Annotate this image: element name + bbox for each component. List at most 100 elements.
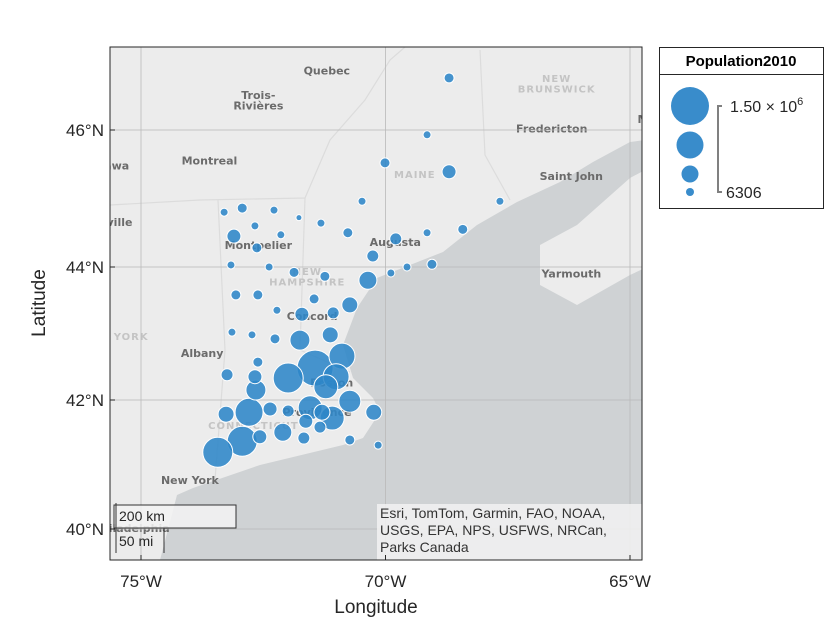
- bubble[interactable]: [422, 130, 432, 140]
- basemap-label: BRUNSWICK: [518, 84, 596, 95]
- bubble[interactable]: [247, 369, 263, 385]
- bubble[interactable]: [288, 266, 300, 278]
- bubble[interactable]: [219, 207, 229, 217]
- bubble[interactable]: [252, 289, 264, 301]
- bubble[interactable]: [230, 289, 242, 301]
- bubble[interactable]: [281, 404, 295, 418]
- map-frame: [109, 46, 643, 561]
- bubble[interactable]: [226, 228, 242, 244]
- y-tick-label: 46°N: [66, 121, 104, 140]
- bubble[interactable]: [341, 296, 359, 314]
- bubble[interactable]: [217, 405, 235, 423]
- tick-labels: 75°W 70°W 65°W 46°N 44°N 42°N 40°N: [66, 121, 651, 591]
- bubble[interactable]: [247, 330, 257, 340]
- basemap-label: Brockville: [71, 216, 132, 229]
- border-line: [110, 47, 406, 206]
- bubble[interactable]: [295, 214, 303, 222]
- bubble[interactable]: [269, 205, 279, 215]
- map-area[interactable]: Quebec Trois-Rivières Montreal Ottawa Brockv…: [71, 47, 691, 560]
- bubble[interactable]: [236, 202, 248, 214]
- legend-bubble: [676, 131, 704, 159]
- basemap-label: CONNECTICUT: [208, 421, 299, 432]
- basemap-label: Albany: [181, 347, 224, 360]
- bubble[interactable]: [316, 218, 326, 228]
- bubble[interactable]: [365, 403, 383, 421]
- bubble[interactable]: [272, 305, 282, 315]
- legend-max-label: 1.50 × 106: [730, 96, 803, 116]
- attribution-line: Parks Canada: [380, 539, 469, 555]
- legend-range-bracket: [717, 105, 722, 193]
- bubble[interactable]: [297, 431, 311, 445]
- basemap-label: Yarmouth: [540, 268, 601, 281]
- basemap-label: Saint John: [540, 170, 603, 183]
- basemap-label: NEW: [542, 74, 571, 85]
- basemap-label: Fredericton: [516, 123, 587, 136]
- bubble[interactable]: [272, 362, 304, 394]
- bubble[interactable]: [402, 262, 412, 272]
- bubble[interactable]: [321, 326, 339, 344]
- bubble[interactable]: [319, 270, 331, 282]
- bubble[interactable]: [366, 249, 380, 263]
- y-tick-label: 42°N: [66, 391, 104, 410]
- bubble[interactable]: [202, 436, 234, 468]
- bubble[interactable]: [252, 356, 264, 368]
- bubble[interactable]: [373, 440, 383, 450]
- bubble[interactable]: [234, 397, 264, 427]
- bubble[interactable]: [379, 157, 391, 169]
- bubble[interactable]: [250, 221, 260, 231]
- basemap-label: NEW: [293, 267, 322, 278]
- basemap-label: Rivières: [233, 99, 284, 112]
- bubble[interactable]: [289, 329, 311, 351]
- bubble[interactable]: [269, 333, 281, 345]
- basemap-label: HAMPSHIRE: [269, 278, 345, 289]
- bubble[interactable]: [294, 306, 310, 322]
- bubble[interactable]: [338, 389, 362, 413]
- basemap-label: New York: [161, 474, 220, 487]
- bubble[interactable]: [298, 413, 314, 429]
- bubble[interactable]: [457, 223, 469, 235]
- scale-bar: 200 km 50 mi: [113, 503, 237, 553]
- bubble[interactable]: [386, 268, 396, 278]
- bubble[interactable]: [262, 401, 278, 417]
- legend-bubble: [686, 188, 694, 196]
- bubble[interactable]: [422, 228, 432, 238]
- basemap-label: Quebec: [304, 65, 351, 78]
- bubble[interactable]: [389, 232, 403, 246]
- bubble[interactable]: [313, 420, 327, 434]
- x-tick-label: 75°W: [120, 572, 162, 591]
- scale-km-label: 200 km: [119, 508, 165, 524]
- legend-min-label: 6306: [726, 185, 762, 202]
- bubble[interactable]: [441, 164, 457, 180]
- basemap-label: Ottawa: [84, 160, 129, 173]
- x-tick-label: 70°W: [365, 572, 407, 591]
- bubble[interactable]: [426, 258, 438, 270]
- border-line: [214, 199, 226, 481]
- bubble[interactable]: [220, 368, 234, 382]
- bubble[interactable]: [358, 270, 378, 290]
- bubble[interactable]: [252, 429, 268, 445]
- bubble[interactable]: [357, 196, 367, 206]
- bubble[interactable]: [313, 374, 339, 400]
- y-tick-label: 40°N: [66, 520, 104, 539]
- bubble[interactable]: [443, 72, 455, 84]
- grid: [110, 47, 642, 560]
- attribution-line: USGS, EPA, NPS, USFWS, NRCan,: [380, 522, 607, 538]
- x-tick-label: 65°W: [609, 572, 651, 591]
- bubble[interactable]: [251, 242, 263, 254]
- bubble[interactable]: [226, 260, 236, 270]
- attribution-line: Esri, TomTom, Garmin, FAO, NOAA,: [380, 505, 605, 521]
- bubble[interactable]: [313, 403, 331, 421]
- bubble[interactable]: [342, 227, 354, 239]
- x-axis-label: Longitude: [334, 597, 417, 618]
- bubble[interactable]: [227, 327, 237, 337]
- bubble[interactable]: [495, 196, 505, 206]
- bubble[interactable]: [344, 434, 356, 446]
- basemap-label: Trois-: [241, 89, 275, 102]
- size-legend: Population2010 1.50 × 106 6306: [659, 47, 824, 209]
- bubble[interactable]: [276, 230, 286, 240]
- bubble[interactable]: [308, 293, 320, 305]
- bubble[interactable]: [273, 422, 293, 442]
- bubble[interactable]: [326, 306, 340, 320]
- bubble[interactable]: [264, 262, 274, 272]
